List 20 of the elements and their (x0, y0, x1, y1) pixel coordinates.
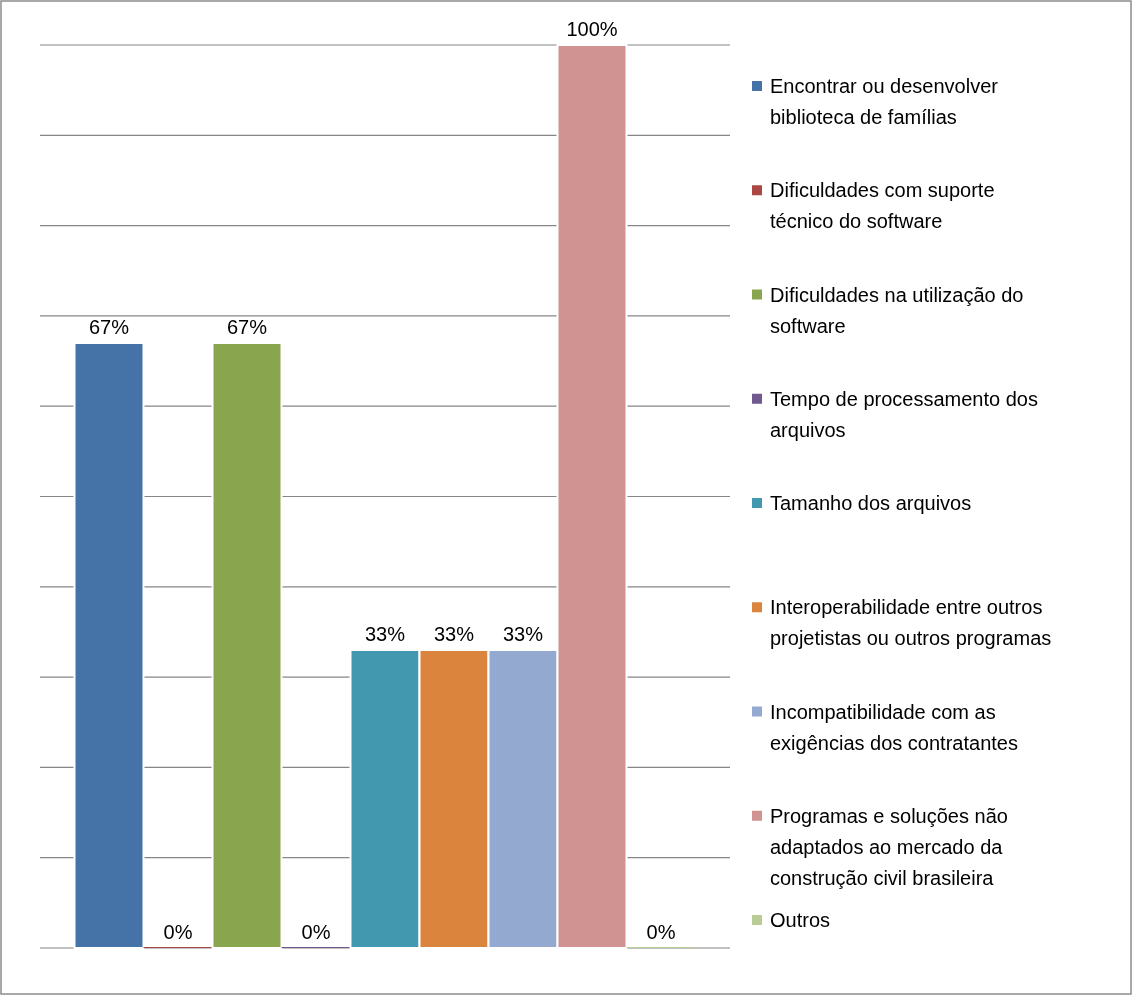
legend-label: Incompatibilidade com as exigências dos contratantes (770, 700, 1018, 754)
legend-label: Interoperabilidade entre outros projetistas ou outros programas (770, 596, 1052, 650)
data-label: 33% (364, 623, 406, 646)
data-label: 67% (226, 315, 268, 338)
legend-label: Tempo de processamento dos arquivos (770, 387, 1038, 441)
data-label: 33% (433, 623, 475, 646)
data-label: 0% (163, 921, 193, 943)
data-label: 33% (502, 623, 544, 646)
legend-label: Dificuldades na utilização do software (770, 283, 1024, 337)
bar (73, 341, 145, 949)
data-label: 0% (301, 921, 331, 943)
legend-label: Programas e soluções não adaptados ao mercado da construção civil brasileira (770, 804, 1008, 889)
bar (211, 341, 283, 949)
data-label: 0% (646, 921, 676, 943)
data-label: 67% (88, 315, 130, 338)
legend-label: Tamanho dos arquivos (770, 492, 972, 514)
legend-label: Encontrar ou desenvolver biblioteca de famílias (770, 75, 999, 128)
legend-label: Dificuldades com suporte técnico do software (770, 179, 995, 233)
data-label: 100% (566, 18, 618, 40)
legend-label: Outros (770, 909, 831, 931)
